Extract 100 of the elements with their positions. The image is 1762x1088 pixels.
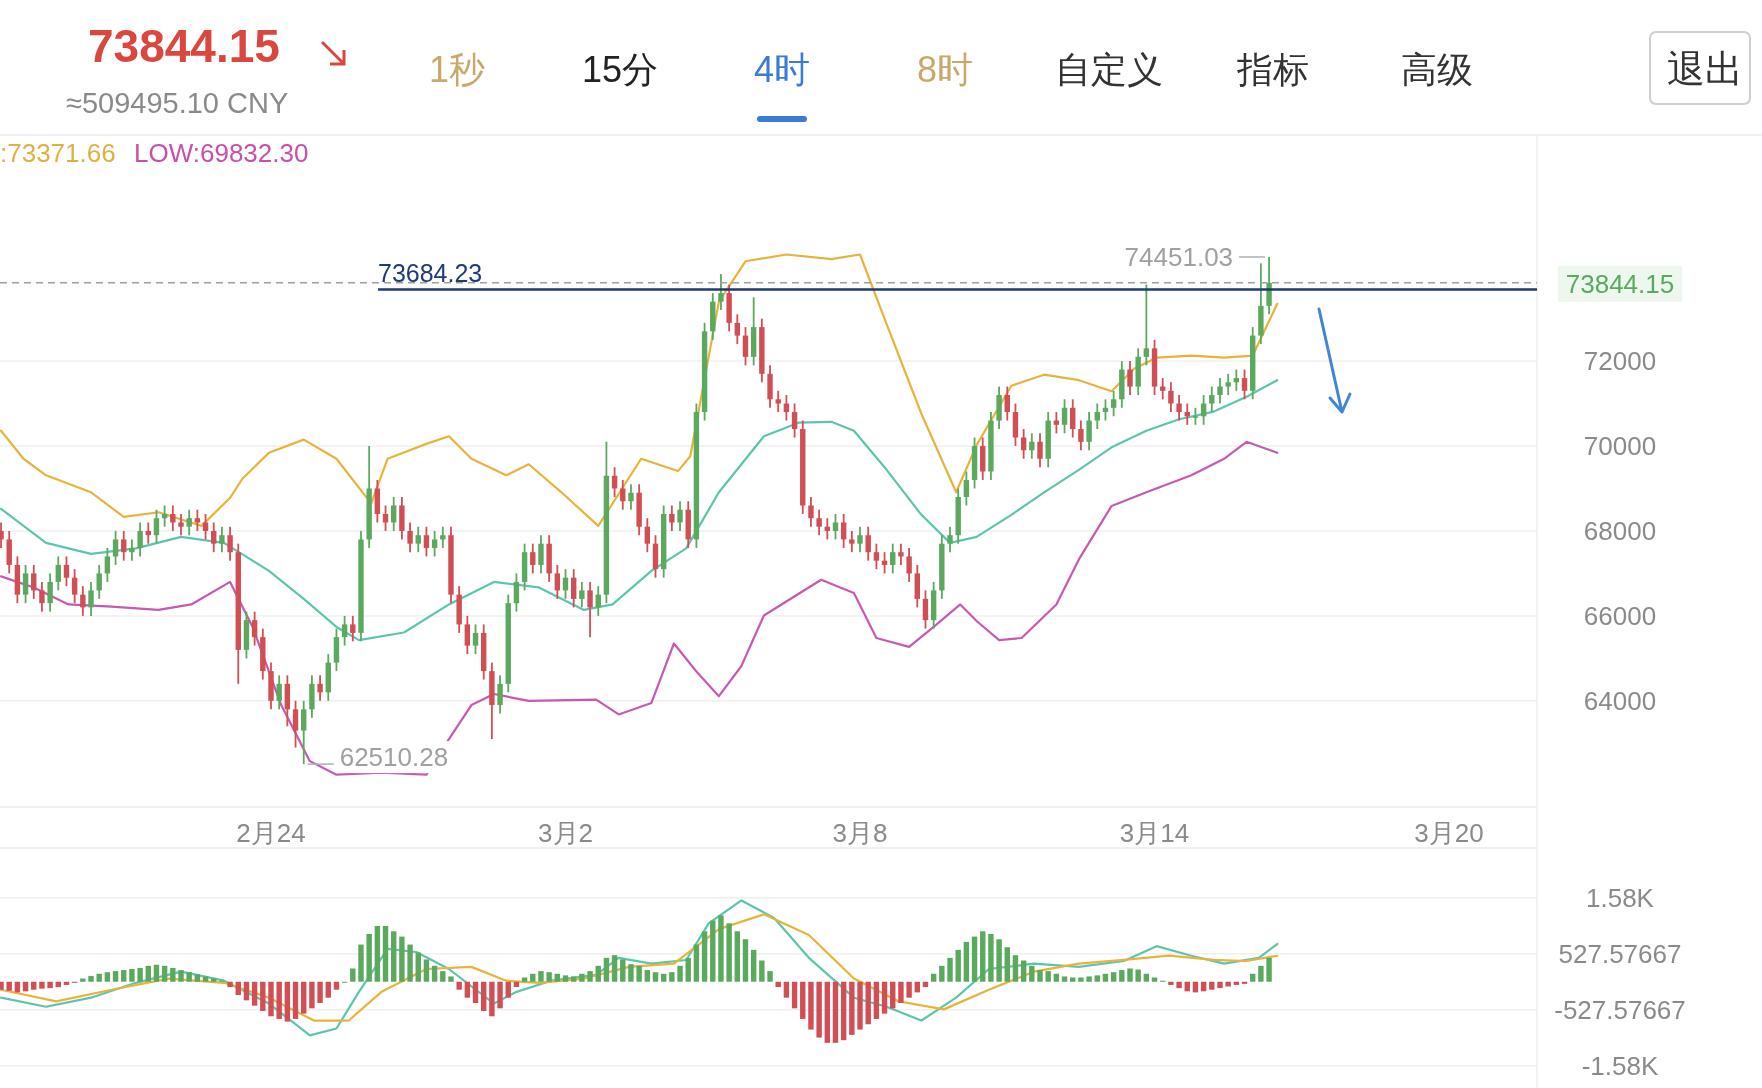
candlestick [554,564,561,600]
candlestick [1209,385,1215,413]
y-tick-label: 66000 [1583,600,1657,631]
candlestick [88,581,94,617]
candlestick [718,273,724,312]
text: 自定义 [1055,49,1163,90]
bar [104,972,111,982]
bar [374,925,381,982]
bar [407,944,413,982]
candlestick [47,572,53,613]
bar [857,981,863,1030]
bar [0,981,4,990]
candlestick [153,508,160,545]
bar [546,972,552,982]
candlestick [628,483,634,511]
candlestick [71,568,78,605]
bar [611,955,618,982]
bar [1078,977,1084,982]
candlestick [464,614,471,656]
y-tick-label: 70000 [1583,431,1657,462]
candlestick [865,525,871,562]
candlestick [1266,256,1272,316]
bar [497,981,503,1009]
bar [301,981,307,1014]
bar [1012,955,1019,982]
bar [1168,981,1174,985]
candlestick [832,513,839,541]
candlestick [1217,377,1223,405]
text: 退出 [1667,48,1743,90]
candlestick [840,513,847,549]
candlestick [963,470,970,507]
bar [1061,976,1068,982]
candlestick [423,525,430,558]
bar [603,957,610,982]
bar [415,952,421,982]
candlestick [579,581,585,609]
candlestick [1094,402,1100,430]
candlestick [170,504,176,532]
candlestick [121,530,127,562]
bar [202,976,209,982]
annotation: :73371.66 [0,138,116,168]
bar [440,971,446,982]
bar [161,965,168,982]
candlestick [1127,360,1133,396]
bar [791,981,798,1009]
y-tick-label: -1.58K [1581,1050,1659,1081]
candlestick [178,513,184,537]
candlestick [1078,419,1084,452]
bar [489,981,495,1017]
bar [677,965,683,982]
candlestick [570,568,577,609]
candlestick [1070,398,1076,439]
bar [170,967,176,982]
bar [538,971,544,982]
bar [366,933,372,982]
candlestick [431,530,438,558]
candlestick [1061,398,1068,435]
candlestick [202,513,209,541]
bar [759,960,765,982]
bar [1020,960,1027,982]
x-tick-label: 3月8 [832,818,888,848]
bar [980,931,986,982]
candlestick [620,479,626,511]
candlestick [407,521,413,554]
bar [890,981,896,1009]
candlestick [1143,283,1150,367]
candlestick [317,674,323,702]
bar [595,965,601,982]
bar [1209,981,1215,990]
bar [816,981,822,1038]
candlestick [292,699,299,749]
bar [464,981,471,998]
candlestick [186,508,192,537]
chart-subtitle: ≈509495.10 CNY [66,87,289,119]
bar [939,965,945,982]
bar [685,957,691,982]
candlestick [538,534,544,575]
bar [186,972,192,982]
bar [358,944,364,982]
bar [96,973,102,982]
bar [1143,973,1150,982]
bar [39,981,45,989]
bar [505,981,511,998]
bar [1094,975,1100,982]
bar [481,981,487,1011]
bar [873,981,880,1019]
candlestick [80,585,86,617]
bar [145,965,151,982]
y-tick-label: -527.57667 [1554,994,1686,1025]
candlestick [734,313,741,345]
bar [235,981,241,996]
bar [693,944,700,982]
bar [1135,969,1141,982]
candlestick [513,572,520,613]
bar [243,981,250,1001]
candlestick [947,525,953,554]
bar [1053,973,1060,982]
bar [1029,965,1035,982]
candlestick [112,530,119,566]
candlestick [644,517,651,554]
